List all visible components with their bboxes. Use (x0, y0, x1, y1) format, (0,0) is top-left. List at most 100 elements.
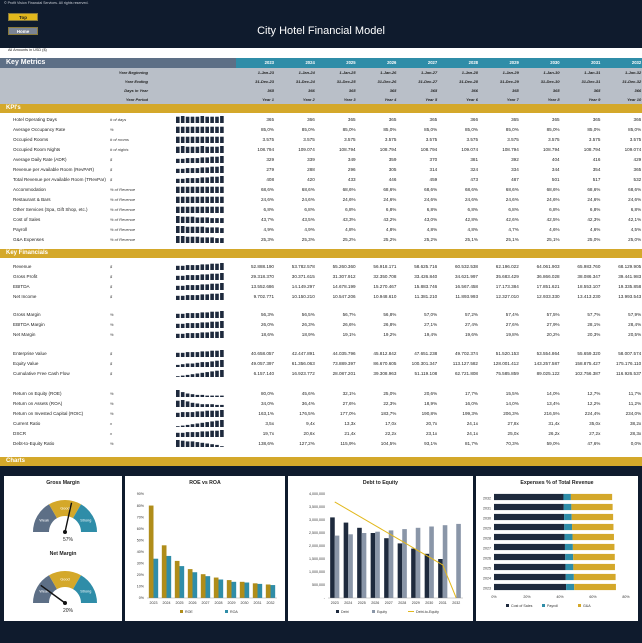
metric-label: Return on Equity (ROE) (13, 391, 62, 396)
bar (334, 535, 340, 598)
metric-value: 24,6% (546, 197, 560, 202)
metric-value: 85,0% (587, 127, 601, 132)
metric-value: 116.926.537 (615, 371, 642, 376)
metric-value: 365 (592, 117, 601, 122)
period-header-cell: 1-Jan-31 (584, 70, 601, 75)
sparkline-bar (185, 295, 190, 300)
sparkline-bar (220, 404, 224, 407)
metric-value: 359 (388, 157, 397, 162)
metric-value: 26,8% (383, 322, 397, 327)
sparkline-bar (180, 136, 185, 143)
trend-sparkline (176, 263, 224, 270)
home-button[interactable]: Home (8, 27, 38, 35)
metric-value: 43,0% (424, 217, 438, 222)
sparkline-bar (176, 400, 180, 407)
bar-segment (494, 523, 565, 531)
period-header-row: Days in Year 365 366 365 365 365 366 365 365 365 3… (0, 86, 642, 95)
sparkline-bar (205, 186, 209, 193)
sparkline-bar (180, 313, 185, 318)
metric-value: 4,8% (385, 227, 397, 232)
metric-value: 68,6% (260, 187, 274, 192)
metric-value: 4,6% (549, 227, 560, 232)
sparkline-bar (200, 294, 205, 300)
sparkline-bar (176, 275, 180, 280)
period-header-cell: 365 (267, 88, 274, 93)
bar-segment (564, 533, 573, 541)
metric-value: 20,7x (425, 421, 438, 426)
metric-value: 20,2% (546, 332, 560, 337)
sparkline-bar (185, 236, 190, 243)
y-tick-label: 90% (137, 492, 145, 496)
sparkline-bar (195, 352, 200, 357)
sparkline-bar (180, 168, 185, 173)
period-header-cell: 31-Dec-27 (418, 79, 438, 84)
sparkline-bar (220, 273, 224, 280)
year-header: 2031 (591, 60, 601, 65)
sparkline-bar (190, 158, 195, 163)
period-header-cell: Year 3 (343, 97, 356, 102)
metric-label: Revenue per Available Room (RevPAR) (13, 167, 95, 172)
metric-value: 68.129.905 (618, 264, 642, 269)
bar (179, 566, 185, 598)
metric-value: 138,6% (258, 441, 274, 446)
sparkline-bar (190, 168, 195, 173)
metric-value: 28,1% (587, 322, 601, 327)
trend-sparkline (176, 116, 224, 123)
margin-gauges-panel: Gross Margin Weak Good Strong 57% Net Margi… (4, 476, 122, 621)
gauge-band-label: Good (60, 507, 69, 511)
y-tick-label: 2027 (483, 547, 491, 551)
metric-unit: % of Revenue (110, 207, 136, 212)
metric-label: Net Margin (13, 332, 36, 337)
metric-value: 15,5% (505, 391, 519, 396)
metric-label: Return on Invested Capital (ROIC) (13, 411, 84, 416)
sparkline-bar (210, 311, 214, 318)
sparkline-bar (190, 374, 195, 377)
metric-value: 19,6% (464, 332, 478, 337)
metric-value: 17.851.621 (536, 284, 560, 289)
metric-value: 16.567.458 (455, 284, 478, 289)
period-header-cell: Year 8 (547, 97, 560, 102)
metric-value: 68,6% (342, 187, 356, 192)
metric-value: 13.993.543 (618, 294, 642, 299)
sparkline-bar (185, 136, 190, 143)
period-header-cell: 31-Dec-24 (295, 79, 315, 84)
bar-segment (563, 503, 572, 511)
metric-value: 68,6% (424, 187, 438, 192)
sparkline-bar (195, 275, 200, 280)
sparkline-bar (190, 363, 195, 367)
sparkline-bar (180, 352, 185, 357)
sparkline-bar (185, 226, 190, 233)
sparkline-bar (176, 333, 180, 338)
metric-value: 366 (470, 117, 478, 122)
sparkline-bar (210, 227, 214, 233)
metric-value: 25,0% (587, 237, 601, 242)
bar (456, 523, 461, 598)
sparkline-bar (185, 401, 190, 407)
sparkline-bar (190, 126, 195, 133)
top-button[interactable]: Top (8, 13, 38, 21)
sparkline-bar (195, 411, 200, 417)
metric-value: 57,5% (546, 312, 560, 317)
sparkline-bar (176, 426, 180, 427)
sparkline-bar (180, 196, 185, 203)
metric-value: 13.552.686 (251, 284, 274, 289)
sparkline-bar (200, 186, 205, 193)
metric-value: 4,8% (467, 227, 478, 232)
trend-sparkline (176, 186, 224, 193)
sparkline-bar (200, 284, 205, 290)
metric-value: 108.794 (502, 147, 519, 152)
trend-sparkline (176, 136, 224, 143)
metric-value: 4,9% (263, 227, 274, 232)
x-tick-label: 2028 (398, 601, 406, 605)
metric-value: 28,4% (628, 322, 642, 327)
metric-value: 487 (511, 177, 519, 182)
sparkline-bar (180, 186, 185, 193)
metric-value: 25,3% (260, 237, 274, 242)
metric-label: Hotel Operating Days (13, 117, 57, 122)
sparkline-bar (200, 372, 205, 377)
metric-unit: x (110, 421, 112, 426)
roe-roa-chart: 0% 10% 20% 30% 40% 50% 60% 70% 80% 90% 2023 2024 202… (137, 492, 277, 614)
sparkline-bar (195, 186, 200, 193)
period-header-cell: 366 (634, 88, 642, 93)
metric-value: 22,3% (383, 401, 397, 406)
